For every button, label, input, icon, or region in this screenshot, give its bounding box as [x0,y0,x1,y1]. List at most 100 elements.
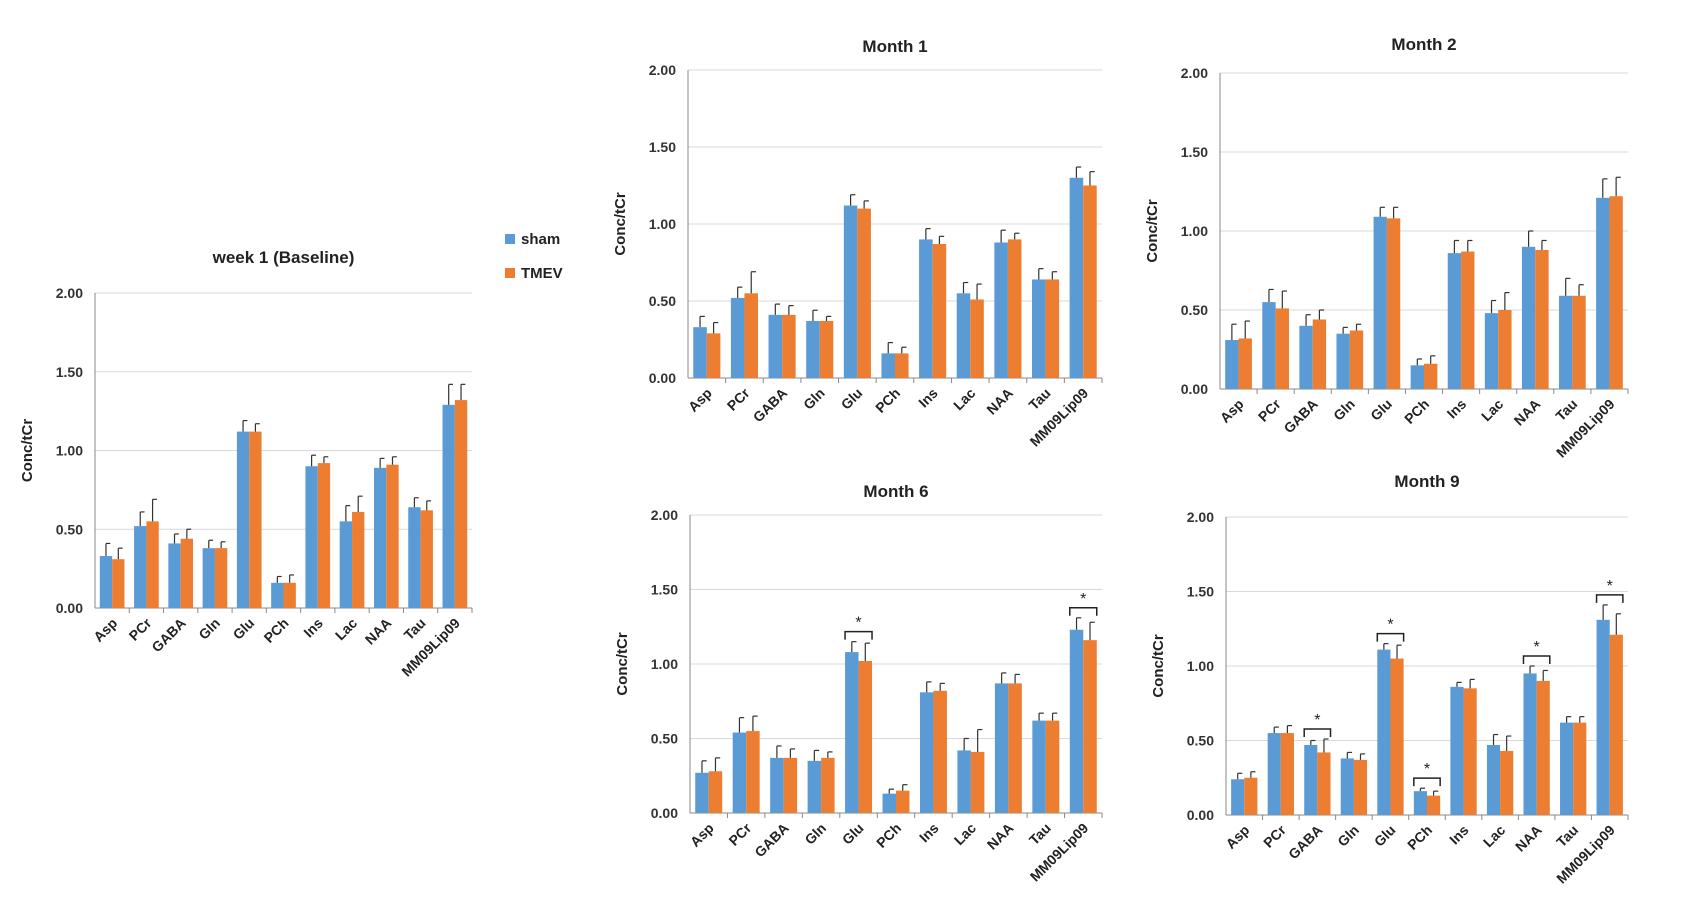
y-tick-label: 2.00 [56,285,83,301]
bar-sham-glu [1373,216,1387,389]
bar-tmev-naa [1008,683,1022,813]
x-tick-label: Lac [1478,396,1507,425]
y-tick-label: 0.50 [649,293,676,309]
x-tick-label: Glu [838,385,866,413]
bar-tmev-gln [819,321,834,378]
bar-sham-glu [1377,649,1391,815]
bar-sham-asp [695,772,709,813]
chart-1: week 1 (Baseline) 0.00 0.50 1.00 1.50 2.00 Con… [19,248,473,679]
bar-sham-gaba [770,757,784,813]
x-tick-label: Asp [90,615,120,645]
bar-sham-glu [843,205,858,378]
legend: sham TMEV [505,230,605,290]
bar-sham-glu [845,652,859,813]
y-tick-label: 0.50 [1187,733,1214,749]
bar-sham-asp [1225,340,1239,389]
x-tick-label: Tau [1552,396,1580,424]
y-tick-label: 0.00 [56,600,83,616]
significance-bracket [1595,594,1624,603]
bar-sham-gaba [1304,744,1318,815]
chart-title: Month 9 [1394,472,1459,491]
bar-sham-mm09lip09 [1069,629,1084,813]
bar-sham-mm09lip09 [442,404,455,608]
legend-swatch-sham [505,234,515,244]
y-tick-label: 1.00 [1181,223,1208,239]
x-tick-label: Glu [1371,822,1399,850]
bar-tmev-asp [1244,777,1258,815]
bar-sham-pch [881,353,895,378]
y-tick-label: 0.00 [1187,807,1214,823]
bar-tmev-pch [895,353,909,378]
x-tick-label: Asp [685,385,715,415]
x-tick-label: NAA [362,615,395,648]
bar-sham-pch [882,793,896,813]
chart-title: Month 1 [862,37,927,56]
bar-sham-asp [1231,779,1245,815]
bar-tmev-pch [896,790,910,813]
bar-sham-pcr [1267,733,1281,815]
y-axis-label: Conc/tCr [19,419,36,482]
bar-sham-naa [1523,673,1537,815]
bar-sham-gln [1336,333,1350,389]
chart-5: Month 9 0.00 0.50 1.00 1.50 2.00 Conc/tCr Asp PC… [1150,472,1629,886]
x-tick-label: Tau [401,615,429,643]
x-tick-label: PCh [1401,396,1432,427]
bar-sham-pch [1410,365,1424,389]
bar-sham-asp [99,556,113,608]
chart-title: Month 6 [863,482,928,501]
bar-tmev-lac [970,751,985,813]
y-tick-label: 1.00 [651,656,678,672]
bar-sham-glu [236,431,250,608]
bar-sham-naa [373,467,387,608]
bar-tmev-pcr [1275,308,1289,389]
y-tick-label: 0.50 [651,731,678,747]
bar-sham-tau [408,507,421,608]
chart-3: Month 2 0.00 0.50 1.00 1.50 2.00 Conc/tCr Asp PC… [1144,35,1629,460]
y-tick-label: 2.00 [1187,509,1214,525]
bar-sham-ins [1447,253,1462,389]
bar-sham-gln [807,760,822,813]
bar-sham-naa [994,242,1008,378]
bar-tmev-tau [420,510,433,608]
x-tick-label: Ins [1446,822,1472,848]
bar-sham-pch [271,582,284,608]
x-tick-label: NAA [1511,396,1544,429]
bar-tmev-ins [1463,688,1477,815]
bar-tmev-ins [1461,251,1475,389]
x-tick-label: Glu [839,820,867,848]
x-tick-label: Tau [1025,385,1053,413]
bar-tmev-lac [1498,310,1512,389]
x-tick-label: Ins [300,615,326,641]
y-tick-label: 0.00 [1181,381,1208,397]
x-tick-label: Gln [1334,822,1362,850]
bar-tmev-tau [1572,295,1586,389]
x-tick-label: GABA [1280,396,1320,436]
y-tick-label: 1.00 [649,216,676,232]
y-axis-label: Conc/tCr [1144,199,1161,262]
significance-bracket [844,630,873,640]
x-tick-label: Asp [687,820,717,850]
x-tick-label: PCh [872,385,903,416]
x-tick-label: Lac [951,820,980,849]
bar-sham-lac [1484,313,1499,389]
bar-tmev-pch [283,582,296,608]
bar-tmev-mm09lip09 [1083,640,1097,813]
x-tick-label: Lac [950,385,979,414]
bar-tmev-asp [708,771,723,813]
bar-sham-pch [1413,791,1427,815]
bar-tmev-pcr [146,521,159,608]
x-tick-label: Ins [1444,396,1470,422]
bar-tmev-glu [858,661,873,813]
significance-star: * [1607,578,1613,595]
bar-sham-gaba [1299,325,1313,389]
y-tick-label: 2.00 [649,62,676,78]
bar-tmev-pcr [746,731,760,813]
x-tick-label: GABA [750,385,790,425]
legend-item-sham: sham [505,230,560,248]
x-tick-label: Gln [800,385,828,413]
bar-tmev-ins [317,463,331,608]
bar-sham-tau [1559,295,1573,389]
significance-star: * [1534,639,1540,656]
x-tick-label: PCr [126,614,155,643]
